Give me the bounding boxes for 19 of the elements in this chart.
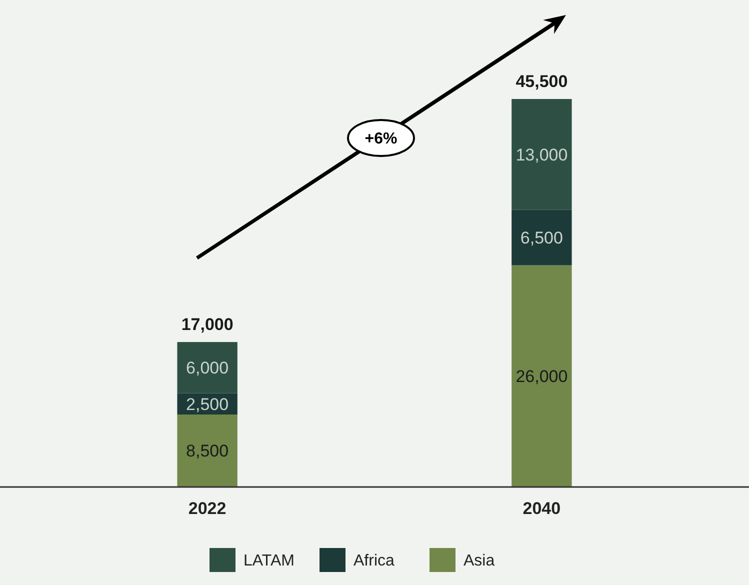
annotation: +6% [364, 130, 398, 148]
x-tick-label: 2040 [522, 499, 561, 518]
data-label: 8,500 [186, 442, 229, 461]
bar [512, 210, 572, 266]
total-label: 45,500 [516, 72, 568, 91]
data-label: 26,000 [516, 367, 568, 386]
bar [177, 342, 238, 394]
data-label: 6,500 [520, 228, 563, 248]
legend-label: Africa [354, 552, 394, 570]
data-label: 2,500 [186, 394, 229, 414]
bar [512, 99, 572, 210]
total-label: 17,000 [181, 315, 234, 334]
bar [177, 414, 238, 487]
legend-label: LATAM [244, 552, 294, 570]
x-tick-label: 2022 [188, 499, 226, 518]
bar [512, 265, 572, 487]
data-label: 6,000 [186, 358, 229, 378]
data-label: 13,000 [516, 145, 568, 164]
legend-label: Asia [464, 552, 495, 570]
